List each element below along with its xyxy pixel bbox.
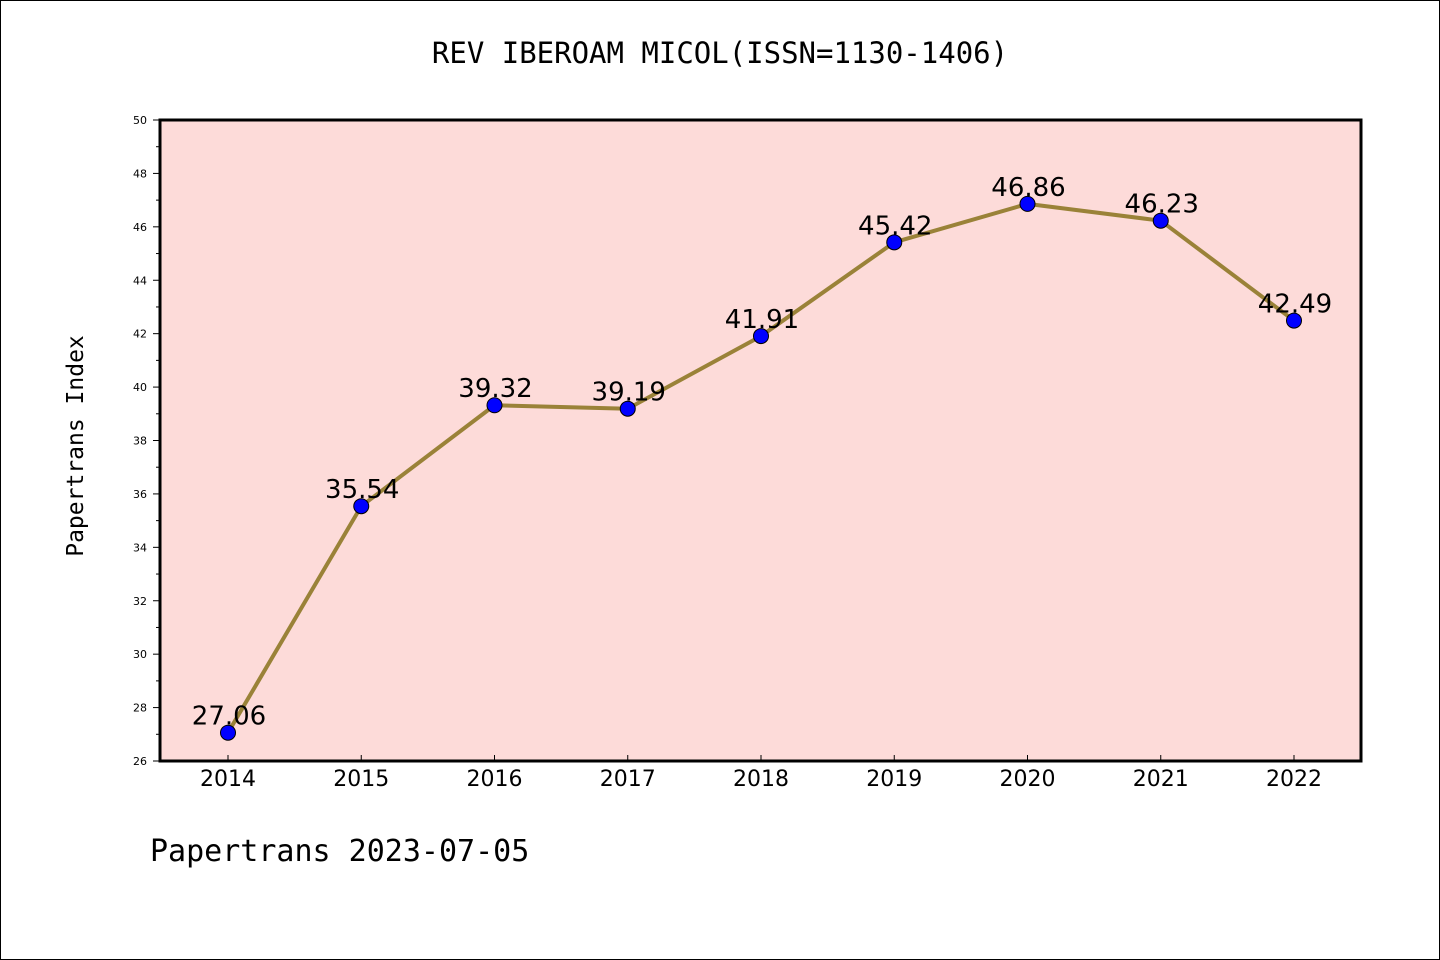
y-tick-label: 40 xyxy=(133,381,147,394)
y-tick-label: 28 xyxy=(133,702,147,715)
data-label: 39.32 xyxy=(458,374,532,404)
y-tick-label: 34 xyxy=(133,541,147,554)
chart-title: REV IBEROAM MICOL(ISSN=1130-1406) xyxy=(431,36,1009,70)
y-tick-label: 50 xyxy=(133,114,147,127)
y-tick-label: 48 xyxy=(133,167,147,180)
y-tick-label: 46 xyxy=(133,221,147,234)
data-label: 46.86 xyxy=(991,173,1065,203)
data-label: 27.06 xyxy=(192,702,266,732)
data-label: 46.23 xyxy=(1125,190,1199,220)
data-point xyxy=(486,397,503,414)
x-tick-label: 2019 xyxy=(866,767,922,792)
data-point xyxy=(1019,195,1036,212)
x-tick-label: 2018 xyxy=(733,767,789,792)
y-tick-label: 32 xyxy=(133,595,147,608)
footer-text: Papertrans 2023-07-05 xyxy=(150,834,530,869)
x-tick-label: 2016 xyxy=(467,767,523,792)
y-tick-label: 38 xyxy=(133,435,147,448)
data-label: 41.91 xyxy=(725,305,799,335)
y-tick-label: 44 xyxy=(133,274,147,287)
data-point xyxy=(1286,312,1302,329)
data-point xyxy=(1152,212,1169,229)
data-point xyxy=(353,498,370,515)
y-tick-label: 26 xyxy=(133,755,147,768)
data-label: 42.49 xyxy=(1258,290,1332,320)
x-tick-label: 2021 xyxy=(1133,767,1189,792)
plot-border xyxy=(158,118,1363,763)
data-label: 45.42 xyxy=(858,211,932,241)
data-label: 39.19 xyxy=(592,378,666,408)
x-tick-label: 2015 xyxy=(333,767,389,792)
data-point xyxy=(886,234,903,251)
data-label: 35.54 xyxy=(325,475,399,505)
data-point xyxy=(619,400,636,417)
y-tick-label: 36 xyxy=(133,488,147,501)
y-tick-label: 42 xyxy=(133,328,147,341)
x-tick-label: 2017 xyxy=(600,767,656,792)
data-point xyxy=(220,724,236,741)
x-tick-label: 2022 xyxy=(1266,767,1322,792)
y-tick-label: 30 xyxy=(133,648,147,661)
x-tick-label: 2014 xyxy=(200,767,256,792)
x-tick-label: 2020 xyxy=(1000,767,1056,792)
data-point xyxy=(753,328,769,345)
